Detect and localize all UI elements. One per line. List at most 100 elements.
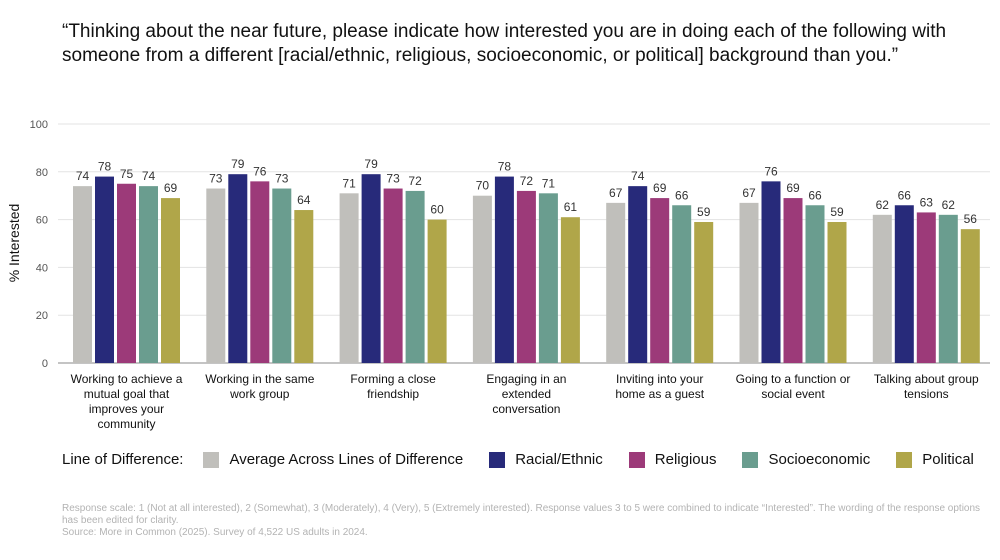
x-tick-label-line: social event bbox=[761, 387, 825, 401]
legend-label: Average Across Lines of Difference bbox=[229, 451, 464, 468]
x-tick-label-line: home as a guest bbox=[615, 387, 704, 401]
bar bbox=[872, 214, 892, 363]
x-tick-label-line: Forming a close bbox=[350, 372, 436, 386]
bar bbox=[827, 221, 847, 363]
bar bbox=[606, 202, 626, 363]
bar bbox=[161, 198, 180, 363]
legend-item: Political bbox=[896, 451, 974, 468]
legend-label: Religious bbox=[654, 451, 717, 468]
data-label: 69 bbox=[164, 181, 178, 195]
bar bbox=[472, 195, 492, 363]
bar bbox=[139, 186, 158, 363]
bar bbox=[538, 193, 558, 363]
y-tick-label: 0 bbox=[42, 358, 48, 370]
legend-item: Religious bbox=[628, 451, 717, 468]
bar bbox=[95, 176, 114, 363]
data-label: 71 bbox=[342, 176, 356, 190]
data-label: 75 bbox=[120, 167, 134, 181]
x-tick-label-line: Engaging in an bbox=[486, 372, 566, 386]
legend: Line of Difference: Average Across Lines… bbox=[62, 451, 974, 468]
legend-swatch bbox=[742, 451, 759, 468]
legend-items: Average Across Lines of Difference Racial… bbox=[203, 451, 974, 468]
bar bbox=[117, 183, 136, 363]
x-tick-label-line: mutual goal that bbox=[84, 387, 170, 401]
x-tick-label: Forming a close friendship bbox=[350, 372, 436, 401]
data-label: 72 bbox=[408, 174, 422, 188]
data-label: 66 bbox=[898, 188, 912, 202]
data-label: 79 bbox=[231, 157, 245, 171]
bar-chart: 0 20 40 60 80 100 % Interested 74 78 75 74 69 Workin… bbox=[6, 119, 990, 431]
data-label: 74 bbox=[631, 169, 645, 183]
bar bbox=[805, 205, 825, 363]
response-scale-note: Response scale: 1 (Not at all interested… bbox=[62, 503, 981, 526]
x-tick-label: Working to achieve a mutual goal that impr… bbox=[71, 372, 183, 431]
data-label: 67 bbox=[609, 186, 623, 200]
x-tick-label-line: tensions bbox=[904, 387, 949, 401]
data-label: 64 bbox=[297, 193, 311, 207]
bar bbox=[783, 198, 803, 363]
data-label: 59 bbox=[697, 205, 711, 219]
bar bbox=[916, 212, 936, 363]
data-label: 62 bbox=[942, 198, 956, 212]
data-label: 73 bbox=[209, 172, 223, 186]
data-label: 72 bbox=[520, 174, 534, 188]
bar bbox=[938, 214, 958, 363]
legend-swatch bbox=[628, 451, 645, 468]
data-label: 78 bbox=[98, 160, 112, 174]
x-tick-label-line: work group bbox=[229, 387, 290, 401]
bar bbox=[339, 193, 359, 363]
bar bbox=[294, 210, 314, 363]
data-label: 66 bbox=[808, 188, 822, 202]
bar bbox=[894, 205, 914, 363]
data-label: 67 bbox=[742, 186, 756, 200]
data-label: 60 bbox=[430, 203, 444, 217]
data-label: 63 bbox=[920, 195, 934, 209]
bar bbox=[494, 176, 514, 363]
bar bbox=[560, 217, 580, 363]
bar bbox=[960, 229, 980, 363]
bar bbox=[672, 205, 692, 363]
y-tick-label: 40 bbox=[36, 262, 48, 274]
x-tick-label: Engaging in an extended conversation bbox=[486, 372, 566, 416]
bar bbox=[650, 198, 670, 363]
data-label: 59 bbox=[830, 205, 844, 219]
data-label: 62 bbox=[876, 198, 890, 212]
legend-label: Socioeconomic bbox=[768, 451, 871, 468]
chart-title: “Thinking about the near future, please … bbox=[62, 21, 947, 66]
data-label: 76 bbox=[253, 164, 267, 178]
y-axis-label: % Interested bbox=[6, 204, 22, 283]
x-tick-label-line: Working in the same bbox=[205, 372, 314, 386]
data-label: 69 bbox=[786, 181, 800, 195]
x-tick-label-line: Talking about group bbox=[874, 372, 979, 386]
bar bbox=[206, 188, 226, 363]
x-tick-label-line: conversation bbox=[492, 402, 560, 416]
bar bbox=[739, 202, 759, 363]
y-tick-label: 60 bbox=[36, 215, 48, 227]
bar bbox=[628, 186, 648, 363]
x-tick-label-line: Going to a function or bbox=[736, 372, 851, 386]
data-label: 74 bbox=[76, 169, 90, 183]
footnote: Response scale: 1 (Not at all interested… bbox=[62, 503, 987, 539]
x-tick-label-line: improves your bbox=[89, 402, 164, 416]
data-label: 70 bbox=[476, 179, 490, 193]
x-tick-label-line: Working to achieve a bbox=[71, 372, 183, 386]
x-tick-label-line: friendship bbox=[367, 387, 419, 401]
data-label: 56 bbox=[964, 212, 978, 226]
data-label: 61 bbox=[564, 200, 578, 214]
data-label: 78 bbox=[498, 160, 512, 174]
legend-title: Line of Difference: bbox=[62, 451, 184, 468]
bar bbox=[228, 174, 248, 363]
legend-label: Political bbox=[922, 451, 974, 468]
x-tick-label-line: Inviting into your bbox=[616, 372, 703, 386]
bar bbox=[73, 186, 92, 363]
bar bbox=[761, 181, 781, 363]
data-label: 69 bbox=[653, 181, 667, 195]
y-tick-label: 100 bbox=[30, 119, 48, 131]
bar bbox=[516, 190, 536, 363]
bar bbox=[272, 188, 292, 363]
legend-item: Average Across Lines of Difference bbox=[203, 451, 463, 468]
data-label: 66 bbox=[675, 188, 689, 202]
bar bbox=[405, 190, 425, 363]
legend-label: Racial/Ethnic bbox=[515, 451, 603, 468]
bar bbox=[694, 221, 714, 363]
